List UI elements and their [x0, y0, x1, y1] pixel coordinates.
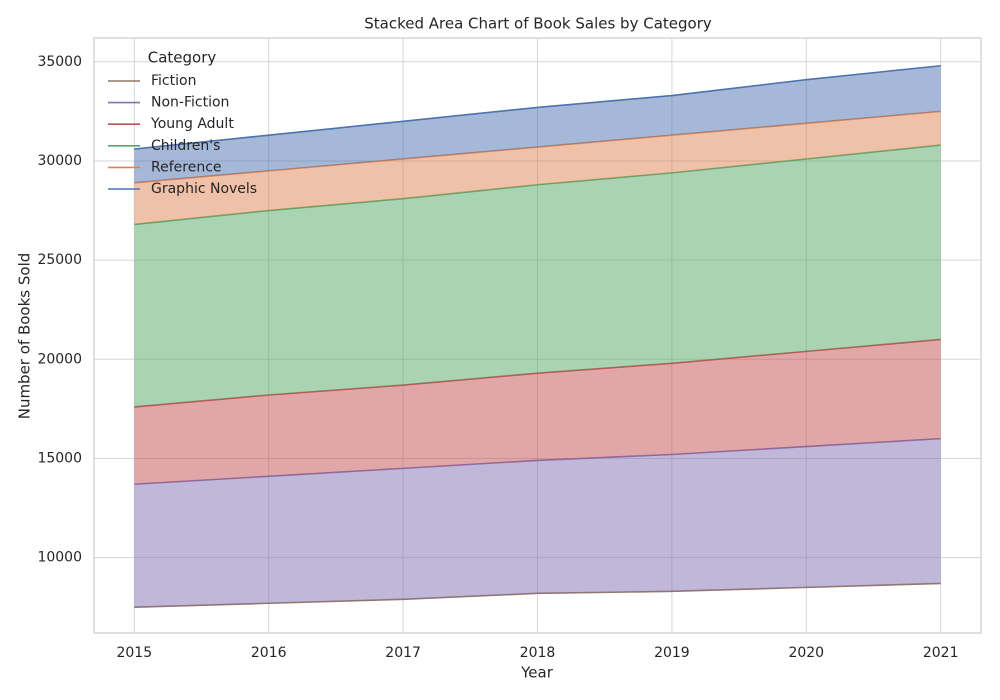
- y-axis-title: Number of Books Sold: [16, 253, 34, 420]
- area-line: [134, 64, 941, 150]
- x-tick-label: 2020: [788, 645, 824, 661]
- legend-label: Children's: [151, 138, 220, 154]
- x-tick-label: 2018: [520, 645, 556, 661]
- legend-label: Young Adult: [150, 116, 234, 132]
- plot-frame: [93, 37, 982, 634]
- x-tick-label: 2016: [251, 645, 287, 661]
- y-tick-label: 10000: [37, 550, 82, 566]
- x-axis-title: Year: [520, 664, 554, 682]
- y-tick-label: 25000: [37, 252, 82, 268]
- legend-title: Category: [148, 49, 217, 67]
- legend-label: Fiction: [151, 73, 196, 89]
- x-tick-label: 2021: [923, 645, 959, 661]
- plot-area: [134, 64, 941, 609]
- x-tick-label: 2019: [654, 645, 690, 661]
- legend: Category Fiction Non-Fiction Young Adult Chi…: [108, 49, 257, 197]
- legend-label: Graphic Novels: [151, 181, 257, 197]
- y-tick-label: 20000: [37, 351, 82, 367]
- x-tick-label: 2017: [385, 645, 421, 661]
- legend-label: Reference: [151, 159, 222, 175]
- area-fill: [134, 339, 941, 485]
- area-fill: [134, 111, 941, 225]
- y-tick-label: 35000: [37, 54, 82, 70]
- legend-label: Non-Fiction: [151, 95, 229, 111]
- area-fill: [134, 145, 941, 407]
- chart-title: Stacked Area Chart of Book Sales by Cate…: [364, 15, 712, 33]
- area-fill: [134, 65, 941, 183]
- area-fill: [134, 438, 941, 608]
- y-tick-label: 30000: [37, 153, 82, 169]
- x-tick-label: 2015: [116, 645, 152, 661]
- y-tick-label: 15000: [37, 450, 82, 466]
